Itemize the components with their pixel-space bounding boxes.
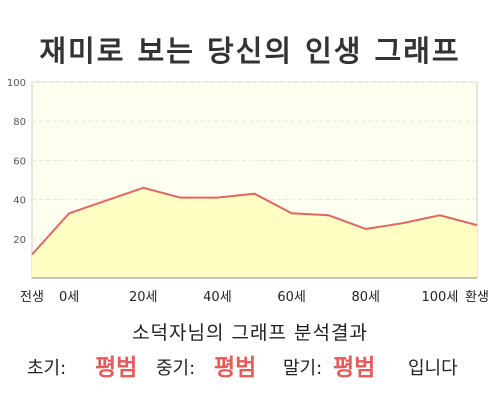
x-tick-label: 100세 <box>422 290 459 305</box>
y-tick-label: 60 <box>13 156 26 167</box>
y-tick-label: 20 <box>13 235 26 246</box>
x-tick-label: 20세 <box>129 290 158 305</box>
x-tick-label: 40세 <box>203 290 232 305</box>
result-suffix: 입니다 <box>408 358 458 379</box>
x-tick-label: 80세 <box>351 290 380 305</box>
life-graph-chart: 20 40 60 80 100 전생 0세 20세 40세 60세 80세 100세 환생 <box>7 78 489 305</box>
middle-value: 평범 <box>214 355 257 381</box>
page-title: 재미로 보는 당신의 인생 그래프 <box>39 34 461 68</box>
x-tick-label: 환생 <box>465 290 489 305</box>
early-value: 평범 <box>95 355 138 381</box>
x-tick-label: 전생 <box>20 290 44 305</box>
x-tick-label: 0세 <box>59 290 79 305</box>
middle-label: 중기: <box>156 358 196 379</box>
late-value: 평범 <box>333 355 376 381</box>
x-axis-ticks: 전생 0세 20세 40세 60세 80세 100세 환생 <box>20 290 489 305</box>
analysis-result: 초기: 평범 중기: 평범 말기: 평범 입니다 <box>0 346 500 381</box>
analysis-subtitle: 소덕자님의 그래프 분석결과 <box>132 322 368 344</box>
early-label: 초기: <box>27 358 67 379</box>
series-line <box>31 186 478 256</box>
y-axis-ticks: 20 40 60 80 100 <box>7 78 26 246</box>
y-tick-label: 40 <box>13 196 26 207</box>
y-tick-label: 80 <box>13 117 26 128</box>
x-tick-label: 60세 <box>277 290 306 305</box>
late-label: 말기: <box>283 358 323 379</box>
area-fill <box>32 187 477 278</box>
y-tick-label: 100 <box>7 78 26 89</box>
